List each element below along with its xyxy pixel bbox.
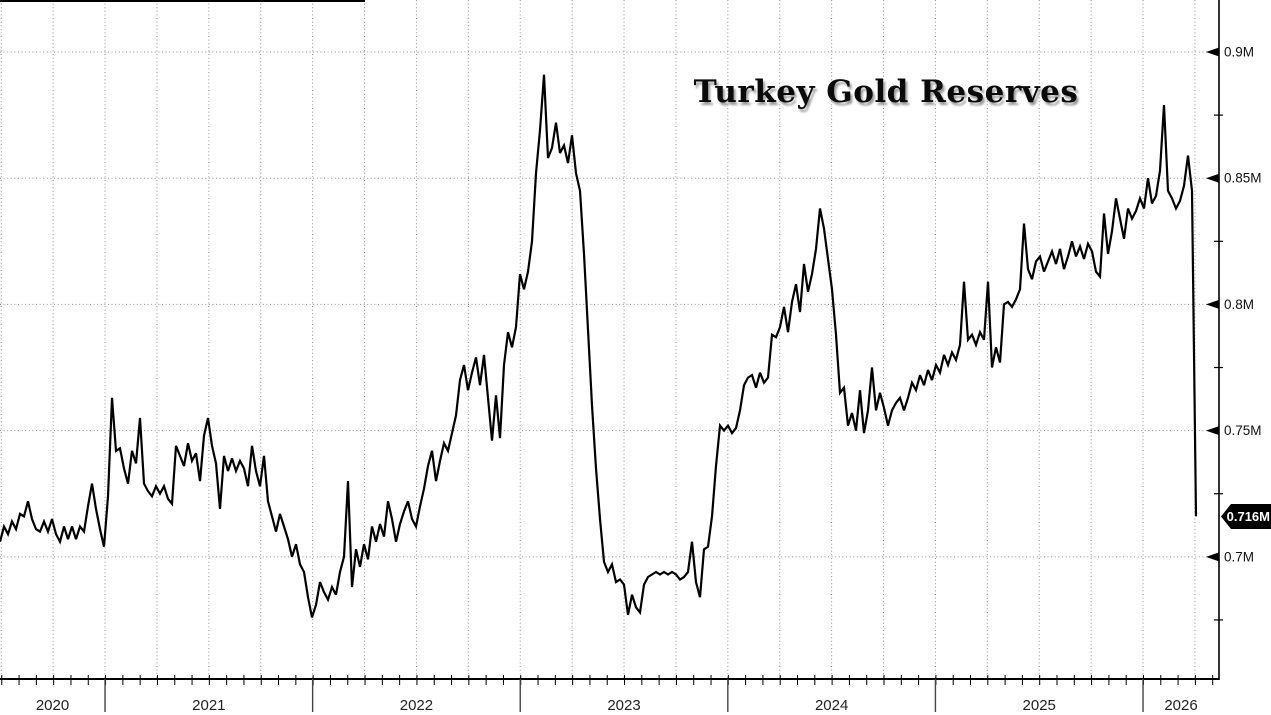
- last-value-tag: 0.716M: [1221, 503, 1271, 529]
- x-axis-year-label: 2021: [192, 697, 225, 714]
- y-axis-tick-label: 0.75M: [1224, 423, 1262, 438]
- y-axis-tick-label: 0.7M: [1224, 549, 1254, 564]
- x-axis-year-label: 2020: [36, 697, 69, 714]
- y-axis-tick-label: 0.8M: [1224, 297, 1254, 312]
- y-tick-arrow: [1206, 47, 1219, 57]
- y-axis-tick-label: 0.9M: [1224, 44, 1254, 59]
- x-axis-year-label: 2022: [400, 697, 433, 714]
- y-tick-arrow: [1206, 299, 1219, 309]
- series-line-turkey-gold-reserves: [0, 74, 1198, 618]
- y-tick-arrow: [1206, 426, 1219, 436]
- chart-title: Turkey Gold Reserves: [693, 74, 1079, 110]
- y-tick-arrow: [1206, 552, 1219, 562]
- x-axis-year-label: 2023: [607, 697, 640, 714]
- x-axis-year-label: 2026: [1164, 697, 1197, 714]
- x-axis-year-label: 2025: [1023, 697, 1056, 714]
- x-axis-year-label: 2024: [815, 697, 848, 714]
- y-axis-tick-label: 0.85M: [1224, 171, 1262, 186]
- y-tick-arrow: [1206, 173, 1219, 183]
